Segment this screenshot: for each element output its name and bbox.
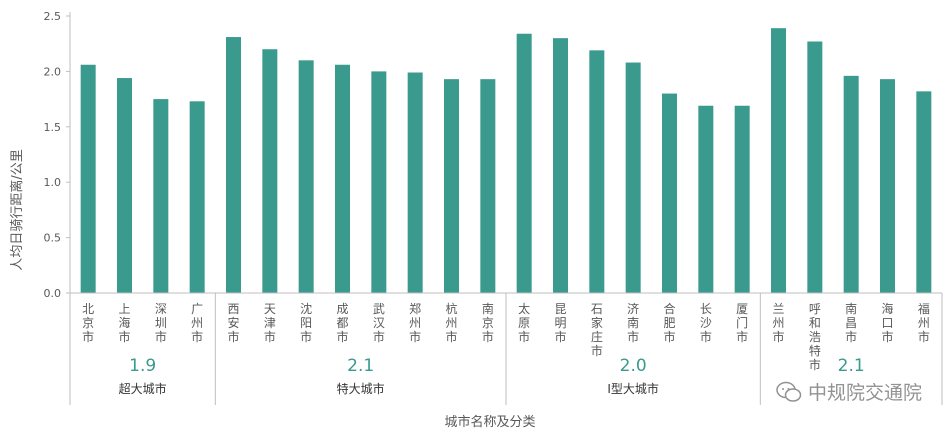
x-tick-label: 广州市 — [191, 302, 203, 344]
x-tick-label: 武汉市 — [373, 302, 385, 344]
x-tick-label: 深圳市 — [155, 302, 167, 344]
bar — [698, 105, 714, 293]
x-tick-label: 成都市 — [336, 302, 348, 344]
bar — [516, 33, 532, 294]
group-average-label: 2.1 — [838, 356, 865, 376]
x-tick-label: 济南市 — [627, 301, 639, 344]
bar — [480, 79, 496, 293]
x-tick-label: 合肥市 — [663, 301, 675, 344]
bar — [335, 64, 350, 293]
group-average-label: 2.0 — [620, 356, 647, 376]
x-tick-label: 南京市 — [482, 301, 494, 344]
x-tick-label: 昆明市 — [554, 302, 566, 344]
x-axis-label: 城市名称及分类 — [444, 414, 535, 430]
bar — [298, 60, 314, 293]
group-name-label: 超大城市 — [119, 381, 167, 396]
x-tick-label: 太原市 — [518, 301, 530, 344]
bar — [189, 101, 205, 293]
x-tick-label: 长沙市 — [700, 302, 712, 344]
x-tick-label: 兰州市 — [772, 302, 784, 344]
x-tick-label: 西安市 — [227, 302, 239, 344]
group-name-label: 特大城市 — [337, 381, 385, 396]
y-tick-label: 1.5 — [44, 121, 62, 134]
x-tick-label: 北京市 — [82, 302, 94, 344]
x-tick-label: 南昌市 — [845, 301, 857, 344]
bar — [407, 72, 423, 294]
group-average-label: 2.1 — [347, 356, 374, 376]
bar — [444, 79, 459, 293]
bar — [153, 99, 169, 293]
bar — [916, 91, 932, 294]
x-tick-label: 沈阳市 — [300, 301, 312, 344]
bar — [80, 64, 96, 293]
bar — [371, 71, 387, 294]
y-tick-label: 1.0 — [44, 176, 62, 189]
bar — [662, 93, 677, 293]
x-tick-label: 石家庄市 — [591, 302, 603, 358]
group-name-label: Ⅰ型大城市 — [607, 381, 659, 396]
bar — [734, 105, 750, 293]
y-tick-label: 2.5 — [44, 10, 62, 23]
y-tick-label: 0.5 — [44, 232, 62, 245]
y-tick-label: 2.0 — [44, 65, 62, 78]
bar — [843, 75, 859, 293]
bar — [226, 37, 241, 293]
x-tick-label: 厦门市 — [736, 302, 748, 344]
group-average-label: 1.9 — [129, 356, 156, 376]
x-tick-label: 福州市 — [918, 301, 930, 344]
watermark: 中规院交通院 — [776, 378, 922, 405]
x-tick-label: 呼和浩特市 — [809, 302, 821, 372]
bar — [553, 38, 568, 293]
x-tick-label: 杭州市 — [445, 301, 457, 344]
bar — [880, 79, 895, 293]
bar — [117, 78, 132, 293]
wechat-icon — [776, 381, 802, 402]
bar — [771, 28, 786, 294]
bar — [807, 41, 823, 293]
y-tick-label: 0.0 — [44, 287, 62, 300]
y-axis-label: 人均日骑行距离/公里 — [9, 149, 25, 270]
x-tick-label: 海口市 — [881, 301, 893, 344]
x-tick-label: 天津市 — [264, 302, 276, 344]
x-tick-label: 上海市 — [118, 302, 130, 344]
watermark-text: 中规院交通院 — [807, 382, 922, 404]
bar — [625, 62, 641, 294]
bar — [589, 50, 605, 294]
x-tick-label: 郑州市 — [409, 301, 421, 344]
bar — [262, 49, 278, 293]
